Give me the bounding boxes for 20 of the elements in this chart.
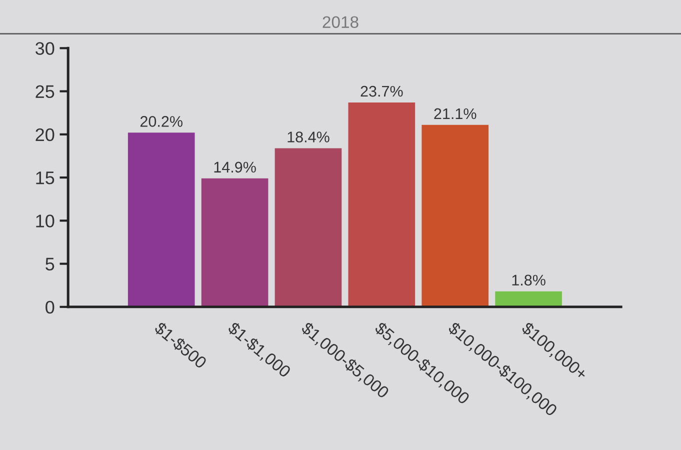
data-label: 18.4% xyxy=(288,132,330,142)
data-label: 20.2% xyxy=(140,116,182,127)
y-tick-label: 30 xyxy=(36,42,54,55)
y-tick-label: 20 xyxy=(36,128,54,142)
y-tick-label: 5 xyxy=(46,258,54,270)
y-tick-label: 0 xyxy=(46,300,54,314)
data-label: 1.8% xyxy=(512,274,546,286)
y-tick-label: 25 xyxy=(36,85,54,98)
bar xyxy=(201,178,268,307)
bar xyxy=(348,102,416,307)
bar xyxy=(422,124,489,307)
y-tick-label: 10 xyxy=(36,214,54,228)
chart-subtitle: 2018 xyxy=(322,16,358,28)
bar xyxy=(128,132,195,307)
bar xyxy=(274,148,342,307)
bar xyxy=(495,291,562,307)
data-label: 14.9% xyxy=(214,162,256,173)
data-label: 21.1% xyxy=(434,108,476,120)
data-label: 23.7% xyxy=(360,86,403,97)
y-tick-label: 15 xyxy=(36,172,54,184)
